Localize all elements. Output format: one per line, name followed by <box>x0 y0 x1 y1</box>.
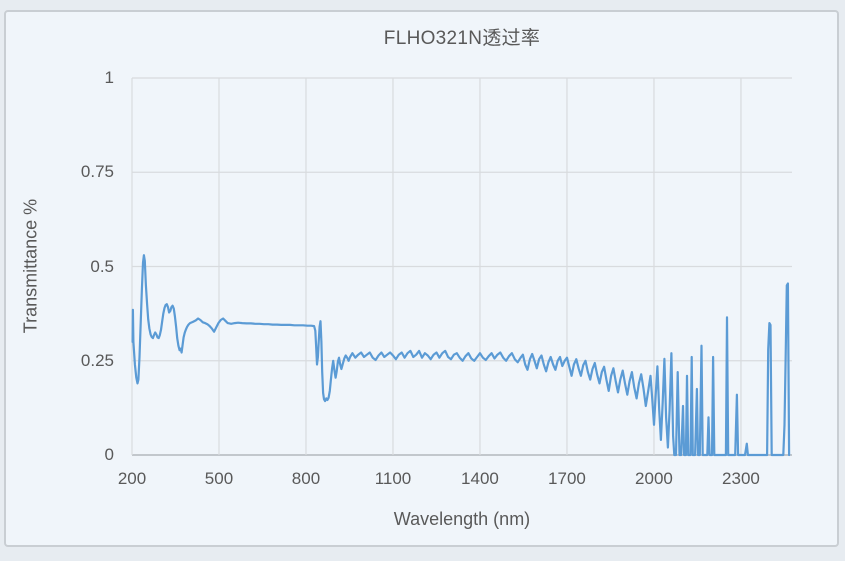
chart-card: FLHO321N透过率 Transmittance % Wavelength (… <box>4 10 839 547</box>
chart-title: FLHO321N透过率 <box>383 28 541 49</box>
x-axis-label: Wavelength (nm) <box>393 509 531 529</box>
plot-area <box>131 77 792 457</box>
series-line <box>131 254 791 457</box>
